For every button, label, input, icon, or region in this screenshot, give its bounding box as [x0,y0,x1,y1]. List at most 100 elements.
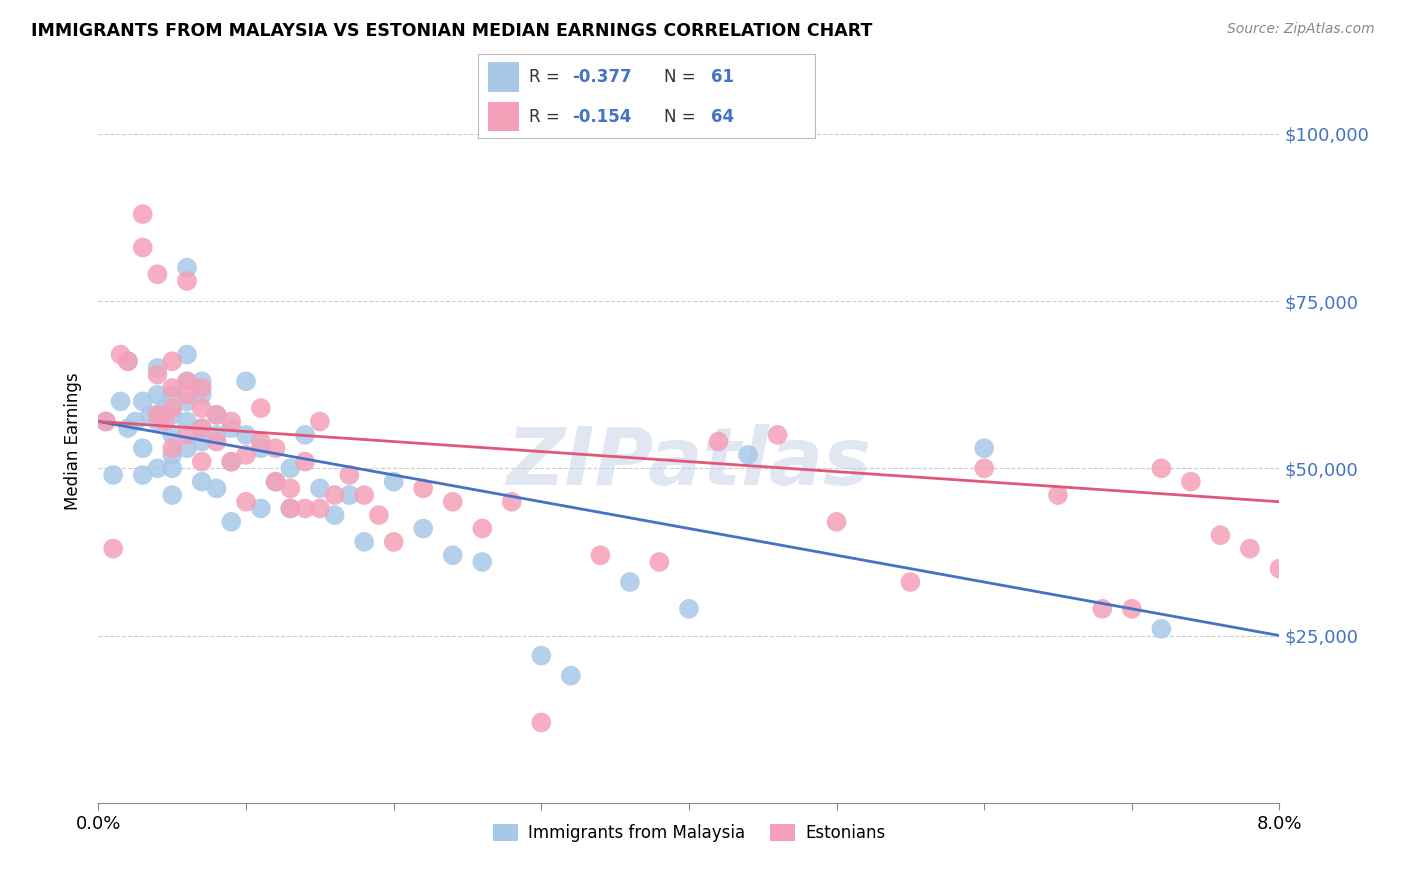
Point [1268,562,1291,576]
Point [353,534,375,549]
Point [205,408,228,422]
Point [825,515,848,529]
Point [353,488,375,502]
Point [191,475,214,489]
Point [382,475,405,489]
Point [678,602,700,616]
Point [117,421,139,435]
Point [162,488,183,502]
Point [146,361,169,376]
Point [323,508,346,523]
Point [309,501,332,516]
Point [117,354,139,368]
Point [205,482,228,496]
Point [339,488,361,502]
Point [1180,475,1202,489]
Point [221,421,243,435]
Legend: Immigrants from Malaysia, Estonians: Immigrants from Malaysia, Estonians [486,817,891,848]
Point [132,467,155,482]
Point [176,274,198,288]
Point [162,408,183,422]
FancyBboxPatch shape [488,62,519,92]
Point [1121,602,1143,616]
Point [132,240,155,255]
Text: -0.377: -0.377 [572,68,633,86]
Point [471,521,494,535]
Point [191,381,214,395]
Point [530,715,553,730]
Point [221,414,243,428]
Point [250,501,273,516]
Point [501,494,523,508]
Text: R =: R = [529,68,565,86]
Point [973,441,995,455]
Point [162,448,183,462]
Point [117,354,139,368]
Point [323,488,346,502]
Point [176,414,198,428]
Point [294,501,316,516]
Point [264,441,287,455]
Point [619,575,641,590]
Point [264,475,287,489]
Point [339,467,361,482]
Point [412,521,434,535]
Point [191,421,214,435]
Point [560,669,582,683]
Point [146,387,169,401]
Point [250,401,273,416]
Point [162,401,183,416]
Point [707,434,730,449]
Point [176,375,198,389]
Point [176,387,198,401]
Point [103,541,125,556]
Point [146,268,169,282]
Point [221,454,243,469]
Point [205,408,228,422]
Point [176,441,198,455]
Point [146,408,169,422]
Text: -0.154: -0.154 [572,108,631,126]
Point [191,375,214,389]
Point [441,548,464,563]
Point [103,467,125,482]
Point [309,482,332,496]
Text: ZIPatlas: ZIPatlas [506,425,872,502]
Point [153,401,176,416]
Point [235,448,257,462]
Point [221,454,243,469]
Point [382,534,405,549]
Point [191,434,214,449]
Point [250,434,273,449]
Point [191,454,214,469]
Text: N =: N = [664,108,700,126]
Point [530,648,553,663]
Point [110,394,132,409]
Point [94,414,117,428]
Point [132,441,155,455]
Point [280,501,302,516]
Text: IMMIGRANTS FROM MALAYSIA VS ESTONIAN MEDIAN EARNINGS CORRELATION CHART: IMMIGRANTS FROM MALAYSIA VS ESTONIAN MED… [31,22,872,40]
Text: N =: N = [664,68,700,86]
Point [900,575,922,590]
Point [648,555,671,569]
Point [1091,602,1114,616]
Point [294,454,316,469]
Point [1298,475,1320,489]
Point [162,441,183,455]
Point [94,414,117,428]
Point [412,482,434,496]
Point [162,427,183,442]
Text: Source: ZipAtlas.com: Source: ZipAtlas.com [1227,22,1375,37]
Point [737,448,759,462]
Point [162,387,183,401]
Point [1239,541,1261,556]
Y-axis label: Median Earnings: Median Earnings [65,373,83,510]
Point [441,494,464,508]
Point [205,427,228,442]
Point [280,501,302,516]
Point [162,354,183,368]
Point [235,375,257,389]
Point [1150,461,1173,475]
Point [162,381,183,395]
